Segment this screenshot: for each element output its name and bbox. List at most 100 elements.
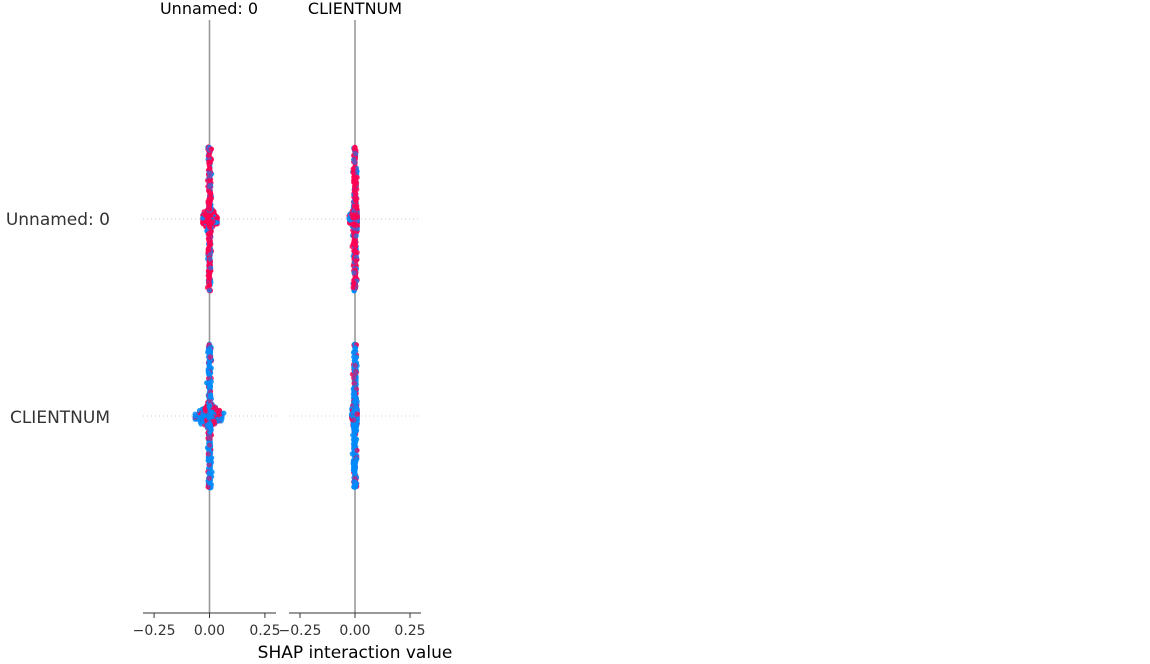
data-point	[354, 249, 360, 256]
data-point	[211, 418, 217, 424]
data-point	[206, 212, 212, 218]
data-point	[208, 392, 214, 398]
data-point	[207, 359, 213, 366]
data-point	[206, 235, 212, 241]
data-point	[206, 371, 212, 377]
beeswarm-cell	[192, 341, 227, 491]
data-point	[207, 206, 213, 212]
x-tick-label: 0.25	[249, 623, 280, 639]
x-tick-label: −0.25	[279, 623, 322, 639]
data-point	[351, 187, 357, 193]
data-point	[207, 256, 213, 262]
x-tick-label: 0.00	[339, 623, 370, 639]
x-tick-label: 0.00	[194, 623, 225, 639]
data-point	[214, 215, 220, 221]
data-point	[206, 475, 212, 481]
data-point	[351, 156, 357, 163]
data-point	[350, 284, 356, 291]
data-point	[208, 191, 214, 198]
data-point	[215, 418, 222, 424]
data-point	[205, 231, 211, 237]
data-point	[206, 414, 212, 420]
data-point	[353, 258, 359, 264]
feature-label: Unnamed: 0	[6, 210, 110, 230]
data-point	[351, 270, 357, 276]
data-point	[199, 413, 205, 420]
data-point	[354, 456, 360, 462]
data-point	[352, 151, 359, 157]
data-point	[205, 484, 211, 490]
data-point	[207, 275, 213, 281]
data-point	[206, 287, 213, 293]
data-point	[205, 435, 211, 441]
data-point	[207, 171, 213, 177]
data-point	[207, 480, 213, 486]
data-point	[206, 446, 212, 452]
data-point	[351, 375, 357, 381]
data-point	[206, 349, 212, 355]
data-point	[350, 166, 356, 172]
data-point	[351, 399, 357, 405]
data-point	[207, 403, 213, 409]
data-point	[350, 170, 356, 176]
beeswarm-cell	[349, 341, 360, 490]
data-point	[352, 362, 358, 368]
data-point	[206, 177, 212, 184]
data-point	[354, 213, 360, 219]
data-point	[351, 279, 357, 286]
data-point	[207, 471, 213, 477]
data-point	[352, 194, 358, 200]
data-point	[207, 182, 213, 188]
data-point	[206, 462, 212, 468]
data-point	[213, 405, 219, 411]
data-point	[352, 467, 358, 473]
density-strip	[352, 147, 358, 291]
data-point	[353, 233, 359, 239]
data-point	[351, 479, 357, 485]
feature-label: CLIENTNUM	[10, 408, 110, 428]
data-point	[352, 423, 359, 429]
data-point	[208, 424, 214, 430]
data-point	[205, 451, 211, 457]
data-point	[352, 380, 358, 386]
data-point	[207, 159, 213, 165]
data-point	[354, 205, 360, 212]
data-point	[208, 265, 214, 271]
data-point	[206, 282, 212, 289]
data-point	[207, 224, 213, 230]
data-point	[205, 245, 212, 251]
data-point	[352, 345, 358, 351]
data-point	[207, 165, 213, 172]
beeswarm-cell	[346, 144, 360, 294]
data-point	[350, 432, 356, 438]
data-point	[352, 221, 358, 228]
data-point	[350, 460, 356, 466]
data-point	[205, 380, 211, 386]
data-point	[352, 144, 358, 150]
density-strip	[207, 344, 212, 488]
data-point	[353, 403, 359, 409]
x-axis-label: SHAP interaction value	[258, 643, 453, 660]
data-point	[221, 410, 227, 416]
x-tick-label: 0.25	[394, 623, 425, 639]
plot-layer: −0.25 0.00 0.25−0.25 0.00 0.25	[133, 20, 426, 639]
data-point	[207, 198, 213, 205]
data-point	[207, 241, 213, 247]
data-point	[352, 242, 358, 248]
data-point	[352, 181, 359, 187]
data-point	[206, 457, 212, 464]
data-point	[206, 442, 213, 448]
data-point	[351, 358, 357, 364]
data-point	[207, 354, 213, 361]
data-point	[209, 410, 215, 416]
density-strip	[352, 344, 358, 488]
data-point	[351, 389, 357, 396]
column-title: CLIENTNUM	[308, 0, 402, 18]
data-point	[206, 152, 212, 158]
density-strip	[207, 147, 212, 291]
data-point	[351, 417, 357, 423]
data-point	[352, 368, 359, 374]
beeswarm-cell	[200, 144, 220, 294]
